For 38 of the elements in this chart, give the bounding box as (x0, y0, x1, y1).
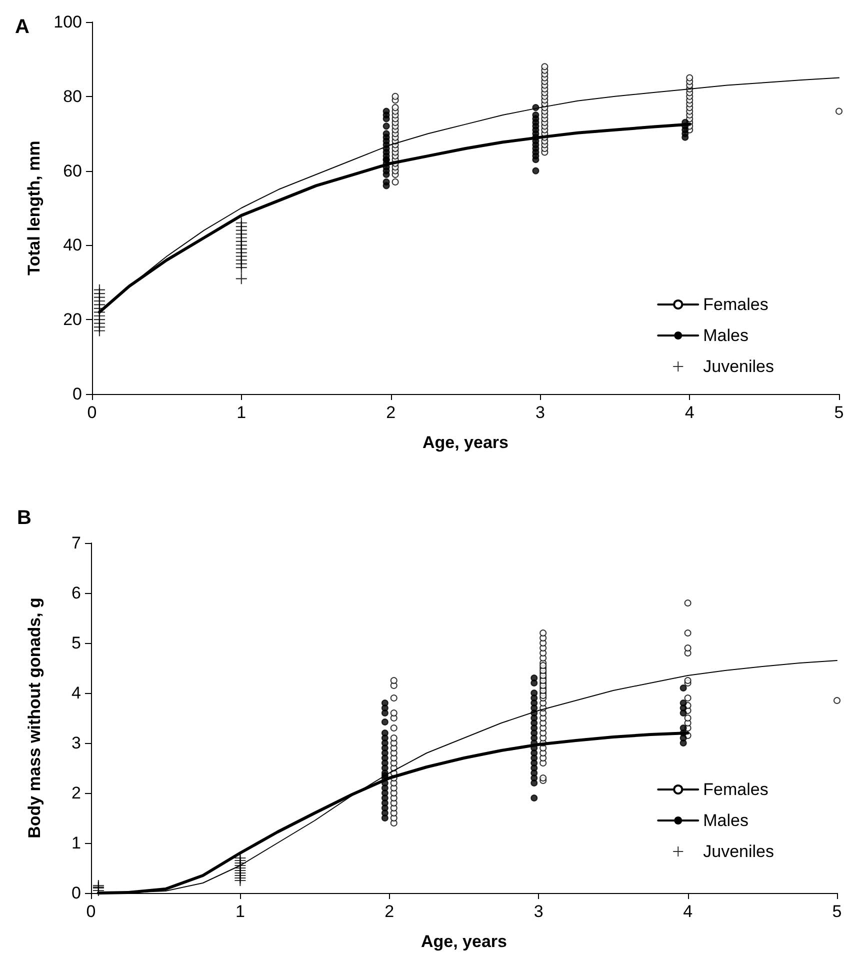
y-tick-label: 0 (72, 384, 82, 404)
x-tick-label: 4 (684, 403, 694, 422)
y-tick-label: 3 (72, 734, 81, 752)
y-axis-title: Body mass without gonads, g (25, 598, 44, 838)
chart-title: B (17, 507, 32, 529)
chart-title: A (15, 16, 30, 38)
y-axis-title: Total length, mm (24, 140, 44, 276)
y-tick-label: 80 (63, 86, 82, 106)
x-tick-label: 0 (87, 403, 97, 422)
y-tick-label: 20 (63, 310, 82, 330)
y-tick-label: 1 (72, 834, 81, 852)
legend-label: Males (703, 326, 748, 345)
y-tick-label: 0 (72, 884, 81, 902)
y-tick-label: 100 (54, 12, 82, 32)
y-tick-label: 2 (72, 784, 81, 802)
x-tick-label: 3 (534, 902, 544, 921)
y-tick-label: 60 (63, 161, 82, 180)
x-tick-label: 4 (683, 902, 693, 921)
legend-label: Juveniles (703, 357, 774, 376)
legend-label: Males (703, 811, 748, 830)
x-tick-label: 5 (834, 403, 844, 422)
y-tick-label: 4 (72, 684, 81, 702)
y-tick-label: 40 (63, 236, 82, 255)
x-tick-label: 1 (236, 403, 246, 422)
y-tick-label: 5 (72, 634, 81, 652)
x-axis-title: Age, years (422, 433, 508, 452)
x-tick-label: 3 (535, 403, 545, 422)
x-tick-label: 2 (384, 902, 394, 921)
legend-label: Juveniles (703, 842, 774, 861)
x-tick-label: 2 (386, 403, 396, 422)
x-tick-label: 5 (832, 902, 842, 921)
legend-label: Females (703, 780, 768, 799)
x-tick-label: 0 (86, 902, 96, 921)
x-axis-title: Age, years (421, 932, 507, 951)
y-tick-label: 6 (72, 584, 81, 602)
legend-label: Females (703, 295, 768, 314)
x-tick-label: 1 (235, 902, 245, 921)
y-tick-label: 7 (72, 534, 81, 552)
